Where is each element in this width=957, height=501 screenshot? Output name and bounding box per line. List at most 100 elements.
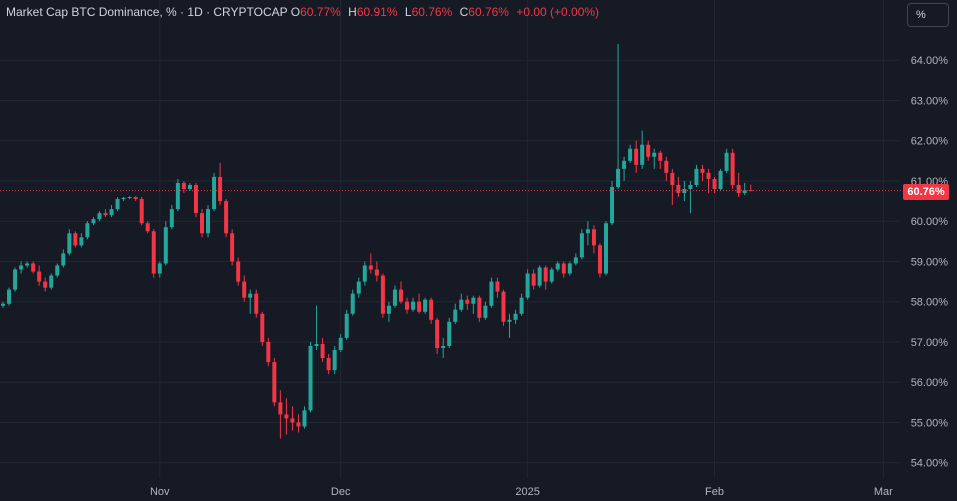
candle-body (501, 291, 506, 322)
candle-body (718, 170, 723, 189)
candle-body (549, 269, 554, 282)
legend-open-label: O (290, 5, 301, 19)
candle-body (254, 293, 259, 314)
candle-body (248, 293, 253, 298)
candle-body (266, 341, 271, 363)
candle-body (344, 313, 349, 338)
time-axis[interactable]: Nov Dec 2025 Feb Mar (150, 486, 893, 498)
y-tick-label: 64.00% (911, 55, 949, 67)
candle-body (206, 209, 211, 234)
candle-body (338, 337, 343, 350)
candle-body (531, 273, 536, 286)
y-tick-label: 57.00% (911, 337, 949, 349)
candle-body (7, 289, 12, 304)
candle-body (284, 414, 289, 419)
candle-body (260, 313, 265, 342)
candle-body (417, 301, 422, 312)
y-tick-label: 59.00% (911, 256, 949, 268)
candle-body (591, 229, 596, 246)
legend-high-value: 60.91% (356, 5, 398, 19)
candle-body (374, 269, 379, 276)
candle-body (646, 144, 651, 157)
candle-body (712, 178, 717, 189)
candle-body (79, 237, 84, 246)
y-tick-label: 55.00% (911, 417, 949, 429)
candle-body (302, 410, 307, 427)
candle-body (1, 303, 5, 306)
candle-body (640, 144, 645, 165)
candle-body (67, 233, 72, 254)
candle-body (694, 168, 699, 185)
x-tick-label: 2025 (515, 486, 539, 498)
price-axis[interactable]: 54.00% 55.00% 56.00% 57.00% 58.00% 59.00% 60.0… (911, 55, 949, 470)
candle-body (543, 267, 548, 282)
candle-body (573, 257, 578, 264)
candle-body (193, 184, 198, 214)
candle-body (688, 184, 693, 189)
legend-low-label: L (404, 5, 412, 19)
candle-body (610, 186, 615, 224)
candle-body (604, 223, 608, 274)
candle-body (212, 176, 217, 210)
candle-body (332, 350, 337, 371)
candle-body (151, 231, 156, 274)
candle-body (242, 281, 247, 298)
candle-body (423, 299, 428, 312)
candle-body (411, 301, 416, 310)
candle-body (157, 263, 162, 274)
candle-body (392, 289, 397, 306)
candle-body (290, 418, 295, 423)
candle-body (730, 152, 735, 185)
percent-scale-button[interactable]: % (907, 3, 949, 27)
candle-body (447, 321, 452, 346)
candle-body (459, 299, 464, 310)
y-tick-label: 62.00% (911, 136, 949, 148)
candle-body (308, 345, 313, 411)
candle-body (121, 197, 126, 200)
candle-body (175, 182, 180, 210)
candle-body (380, 275, 385, 314)
candle-body (429, 299, 434, 320)
candle-body (356, 281, 361, 294)
candle-body (622, 160, 627, 169)
candle-body (435, 319, 440, 348)
candle-body (736, 184, 741, 194)
candle-body (19, 265, 24, 270)
candle-body (296, 422, 301, 427)
grid-lines (0, 0, 900, 478)
candle-body (567, 263, 572, 274)
candle-body (350, 293, 355, 314)
candle-body (664, 160, 669, 173)
candle-body (127, 197, 132, 199)
candle-body (585, 229, 590, 234)
chart-legend: Market Cap BTC Dominance, % · 1D · CRYPT… (6, 5, 603, 19)
candle-body (489, 281, 494, 306)
candle-body (597, 245, 602, 274)
candle-body (616, 168, 621, 187)
candle-body (61, 253, 66, 266)
x-tick-label: Nov (150, 486, 170, 498)
candle-body (37, 271, 42, 282)
candle-body (519, 297, 524, 314)
candle-series (1, 44, 753, 439)
candle-body (386, 305, 391, 314)
candle-body (320, 343, 325, 359)
candle-body (199, 213, 204, 234)
candle-body (230, 233, 235, 262)
candle-body (97, 213, 102, 220)
legend-change: +0.00 (+0.00%) (516, 5, 600, 19)
candle-body (537, 267, 542, 286)
candle-body (109, 209, 114, 216)
candle-body (405, 301, 410, 310)
candle-body (91, 219, 96, 224)
legend-low-value: 60.76% (411, 5, 453, 19)
candle-body (43, 281, 48, 288)
candle-body (465, 299, 470, 304)
candle-body (670, 172, 675, 185)
candle-body (477, 297, 482, 318)
legend-close-value: 60.76% (468, 5, 509, 19)
x-tick-label: Dec (331, 486, 351, 498)
legend-close-label: C (459, 5, 469, 19)
candle-body (368, 265, 373, 270)
